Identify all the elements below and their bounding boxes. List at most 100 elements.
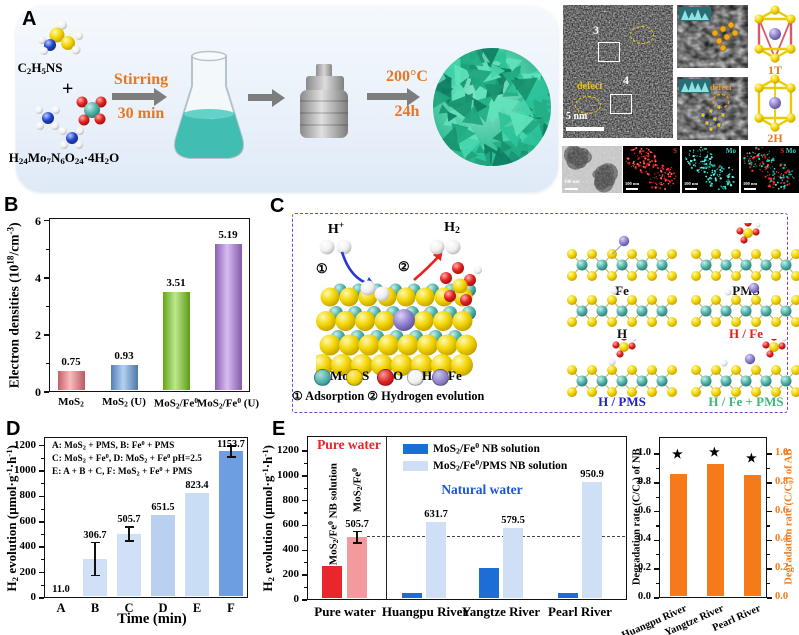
eds-map-s-label: S bbox=[673, 147, 677, 155]
tem-image: 100 nm bbox=[562, 146, 622, 193]
xtick-Yangtze River: Yangtze River bbox=[461, 604, 541, 619]
bar-MoS_2/Fe^0 (U) bbox=[214, 243, 242, 391]
phase-1t-label: 1T bbox=[767, 63, 782, 77]
value-label-306.7: 306.7 bbox=[83, 529, 107, 541]
arrow1-shaft bbox=[112, 93, 154, 100]
arrow3-shaft bbox=[367, 93, 407, 100]
xtick-2: MoS2/Fe0 bbox=[153, 396, 199, 411]
pms-cluster-graphic bbox=[440, 262, 482, 306]
structure-graphic-H bbox=[567, 287, 677, 327]
autoclave-cap bbox=[306, 76, 344, 92]
panel-c-label: C bbox=[270, 195, 285, 217]
ytick-1200: 1200 bbox=[277, 443, 299, 456]
hrtem-scalebar-label: 5 nm bbox=[566, 111, 588, 122]
legend-swatch-0 bbox=[403, 444, 428, 454]
reactant2-formula: H24Mo7N6O24·4H2O bbox=[8, 150, 120, 166]
step2-subtitle: 24h bbox=[394, 103, 420, 120]
value-label-579.5: 579.5 bbox=[501, 515, 525, 527]
bar-nb-0 bbox=[402, 592, 422, 599]
hrtem-inset-3 bbox=[677, 5, 748, 68]
ytick-0.4: 0.4 bbox=[637, 533, 651, 545]
legend-swatch-1 bbox=[403, 461, 428, 471]
ytick-1000: 1000 bbox=[14, 464, 36, 476]
value-label-5.19: 5.19 bbox=[218, 228, 238, 241]
xtick-0: MoS2 bbox=[58, 396, 84, 409]
arrow1-icon bbox=[154, 87, 167, 106]
value-label-0.75: 0.75 bbox=[61, 355, 81, 368]
ytick-1.0: 1.0 bbox=[775, 447, 789, 458]
value-label-651.5: 651.5 bbox=[151, 502, 175, 514]
hrtem-defect-label: defect bbox=[577, 81, 603, 92]
chart-b-plot-area bbox=[49, 218, 250, 392]
eds-smo-scalebar-label: 100 nm bbox=[743, 181, 758, 186]
arrow2-shaft bbox=[248, 94, 272, 101]
ytick-600: 600 bbox=[19, 514, 37, 527]
ytick-2: 2 bbox=[35, 327, 41, 342]
ytick-400: 400 bbox=[19, 540, 37, 553]
panel-c-caption: ① Adsorption ② Hydrogen evolution bbox=[292, 389, 485, 403]
ytick-0.2: 0.2 bbox=[775, 562, 789, 574]
hrtem-scalebar bbox=[566, 127, 604, 131]
structure-label-Fe: Fe bbox=[615, 283, 629, 298]
phase-2h-label: 2H bbox=[767, 131, 783, 145]
hrtem-region4-label: 4 bbox=[623, 73, 629, 87]
structure-graphic-Fe bbox=[567, 235, 677, 281]
ytick-1.0: 1.0 bbox=[637, 447, 651, 458]
legend-atom-label-O: O bbox=[393, 368, 404, 383]
step1-title: Stirring bbox=[113, 71, 169, 88]
legend-atom-label-S: S bbox=[362, 368, 370, 383]
bar-pure-1 bbox=[347, 537, 367, 599]
value-label-631.7: 631.7 bbox=[424, 508, 448, 520]
hrtem-ellipse-1 bbox=[630, 26, 654, 44]
legend-atom-label-Fe: Fe bbox=[448, 368, 462, 383]
crystal-1t-graphic bbox=[754, 5, 796, 63]
xtick-C: C bbox=[124, 601, 134, 615]
reactant1-formula: C2H5NS bbox=[17, 60, 63, 76]
value-label-1153.7: 1153.7 bbox=[217, 439, 245, 450]
tem-scalebar bbox=[565, 188, 578, 190]
xtick-Huangpu River: Huangpu River bbox=[381, 604, 469, 619]
xtick-pure-water: Pure water bbox=[314, 604, 376, 619]
xtick-3: MoS2/Fe0 (U) bbox=[196, 396, 260, 411]
ytick-800: 800 bbox=[19, 489, 37, 502]
hrtem-ellipse-2 bbox=[575, 96, 601, 114]
bar-pms-2 bbox=[582, 481, 602, 599]
bar-MoS_2 bbox=[57, 370, 85, 391]
ytick-0.0: 0.0 bbox=[637, 591, 651, 602]
ytick-400: 400 bbox=[282, 543, 300, 556]
significance-star-2: ★ bbox=[746, 451, 757, 466]
autoclave-knob bbox=[316, 64, 332, 78]
structure-graphic-HPMS bbox=[567, 339, 677, 397]
value-label-505.7: 505.7 bbox=[117, 513, 141, 525]
ytick-600: 600 bbox=[282, 518, 300, 531]
significance-star-0: ★ bbox=[672, 447, 683, 462]
legend-atom-S bbox=[346, 369, 363, 386]
chart-b-ylabel: Electron densities (1018/cm-3) bbox=[5, 222, 22, 389]
legend-atom-Fe bbox=[432, 369, 449, 386]
legend-label-1: MoS2/Fe0/PMS NB solution bbox=[433, 458, 568, 473]
h2-atoms-graphic bbox=[429, 239, 461, 255]
structure-graphic-HFePMS bbox=[691, 339, 799, 397]
xtick-Pearl River: Pearl River bbox=[548, 604, 612, 619]
legend-atom-label-H: H bbox=[422, 368, 433, 383]
bar-F bbox=[219, 451, 243, 597]
chart-e1-plot-area bbox=[307, 436, 627, 600]
value-label-505.7: 505.7 bbox=[345, 518, 369, 530]
eds-map-smo-label: S Mo bbox=[780, 147, 796, 155]
bar-Pearl River bbox=[743, 474, 761, 597]
bar-label-mos2fe: MoS2/Fe0 bbox=[349, 468, 365, 513]
xtick-1: MoS2 (U) bbox=[102, 396, 146, 409]
eds-mo-scalebar-label: 100 nm bbox=[684, 181, 699, 186]
ytick-200: 200 bbox=[282, 568, 300, 581]
legend-atom-Mo bbox=[314, 369, 331, 386]
chart-d-legend-line1: A: MoS2 + PMS, B: Fe0 + PMS bbox=[52, 440, 175, 452]
xtick-D: D bbox=[158, 601, 168, 615]
autoclave-body bbox=[300, 90, 348, 138]
bar-MoS_2 (U) bbox=[110, 365, 138, 391]
chart-d-legend-line2: C: MoS2 + Fe0, D: MoS2 + Fe0 pH=2.5 bbox=[52, 453, 202, 465]
value-label-3.51: 3.51 bbox=[166, 276, 186, 289]
bar-pms-0 bbox=[426, 521, 446, 599]
structure-label-HPMS: H / PMS bbox=[598, 394, 646, 409]
h-plus-label: H+ bbox=[327, 221, 345, 237]
inset-defect-label: defect bbox=[710, 82, 732, 92]
